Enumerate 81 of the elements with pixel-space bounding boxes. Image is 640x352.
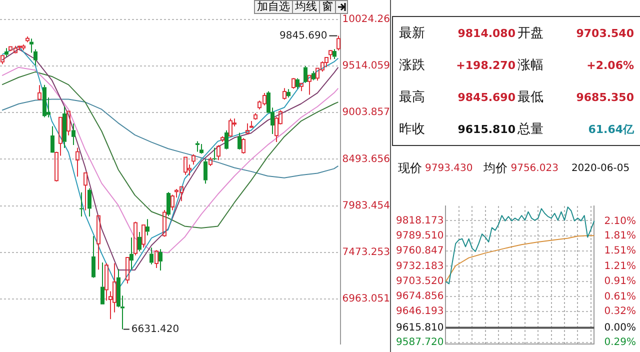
candlestick <box>72 123 76 146</box>
candlestick <box>158 248 162 271</box>
text: 最低 <box>518 89 544 106</box>
candlestick <box>286 88 290 98</box>
y-tick-label: 10024.26 <box>342 14 390 26</box>
candlestick <box>100 262 104 304</box>
candlestick <box>96 215 100 270</box>
candlestick <box>166 192 170 217</box>
y-tick-label: 7473.253 <box>342 246 390 258</box>
y-tick-label: 7983.454 <box>342 200 390 212</box>
candlestick <box>80 192 84 217</box>
text: 61.64亿 <box>587 122 635 136</box>
candlestick <box>200 144 204 154</box>
candlestick <box>238 132 242 150</box>
text: 9793.430 <box>425 162 473 174</box>
y-tick-label: 9760.847 <box>396 246 444 257</box>
candlestick <box>130 236 134 270</box>
y2-tick-label: 0.61% <box>604 291 636 302</box>
candlestick <box>150 247 154 265</box>
candlestick <box>138 231 142 252</box>
text: 9756.023 <box>510 162 558 174</box>
y2-tick-label: 0.32% <box>604 306 636 318</box>
annotation: 窗 <box>319 0 336 14</box>
y-tick-label: 9703.520 <box>396 276 444 287</box>
text: 涨跌 <box>399 57 426 74</box>
y-tick-label: 9646.193 <box>396 306 444 318</box>
text: 9703.540 <box>575 26 635 40</box>
candlestick <box>212 147 216 161</box>
y-tick-label: 9789.510 <box>396 230 444 242</box>
y2-tick-label: 1.21% <box>604 260 636 272</box>
text: +2.06% <box>586 58 635 72</box>
text: 涨幅 <box>518 57 544 74</box>
annotation: 均线 <box>292 0 320 14</box>
text: 2020-06-05 <box>571 162 630 174</box>
candlestick <box>146 218 150 236</box>
text: 昨收 <box>399 121 426 138</box>
candlestick <box>304 65 308 84</box>
text: 现价 <box>398 160 422 176</box>
annotation: 6631.420 <box>131 324 180 335</box>
candlestick <box>88 188 92 218</box>
candlestick <box>224 130 228 149</box>
y2-tick-label: 0.00% <box>604 322 636 334</box>
y-tick-label: 9587.720 <box>396 337 444 348</box>
text: +198.270 <box>455 58 516 72</box>
candlestick <box>62 106 66 148</box>
candlestick <box>308 74 312 96</box>
candlestick <box>84 172 88 211</box>
text: 最高 <box>399 89 426 106</box>
candlestick <box>104 262 108 302</box>
candlestick <box>92 236 96 278</box>
text: 9845.690 <box>456 90 516 104</box>
y2-tick-label: 2.10% <box>604 216 636 227</box>
candlestick <box>296 78 300 90</box>
y-tick-label: 8493.656 <box>342 154 390 165</box>
y-tick-label: 9674.856 <box>396 291 444 302</box>
text: 最新 <box>399 25 426 42</box>
y-tick-label: 9732.183 <box>396 260 444 272</box>
y-tick-label: 6963.051 <box>342 294 390 305</box>
text: 9685.350 <box>575 90 635 104</box>
y-tick-label: 9615.810 <box>396 322 444 334</box>
y2-tick-label: 0.91% <box>604 276 636 288</box>
candlestick <box>332 48 336 60</box>
y2-tick-label: 1.51% <box>604 246 636 257</box>
text: 9615.810 <box>456 122 516 136</box>
y2-tick-label: 1.81% <box>604 230 636 242</box>
annotation: 加自选 <box>254 0 293 14</box>
text: 开盘 <box>518 25 544 42</box>
text: 均价 <box>484 160 508 176</box>
candlestick <box>204 158 208 184</box>
candlestick <box>76 147 80 178</box>
text: 9814.080 <box>456 26 516 40</box>
y-tick-label: 9514.059 <box>342 60 390 72</box>
candlestick <box>42 84 46 118</box>
y-tick-label: 9003.857 <box>342 107 390 118</box>
y2-tick-label: 0.29% <box>604 337 636 348</box>
candlestick <box>196 140 200 152</box>
candlestick <box>184 156 188 176</box>
y-tick-label: 9818.173 <box>396 215 444 226</box>
annotation: 9845.690 <box>279 30 328 42</box>
text: 总量 <box>518 121 544 138</box>
candlestick <box>4 48 8 58</box>
